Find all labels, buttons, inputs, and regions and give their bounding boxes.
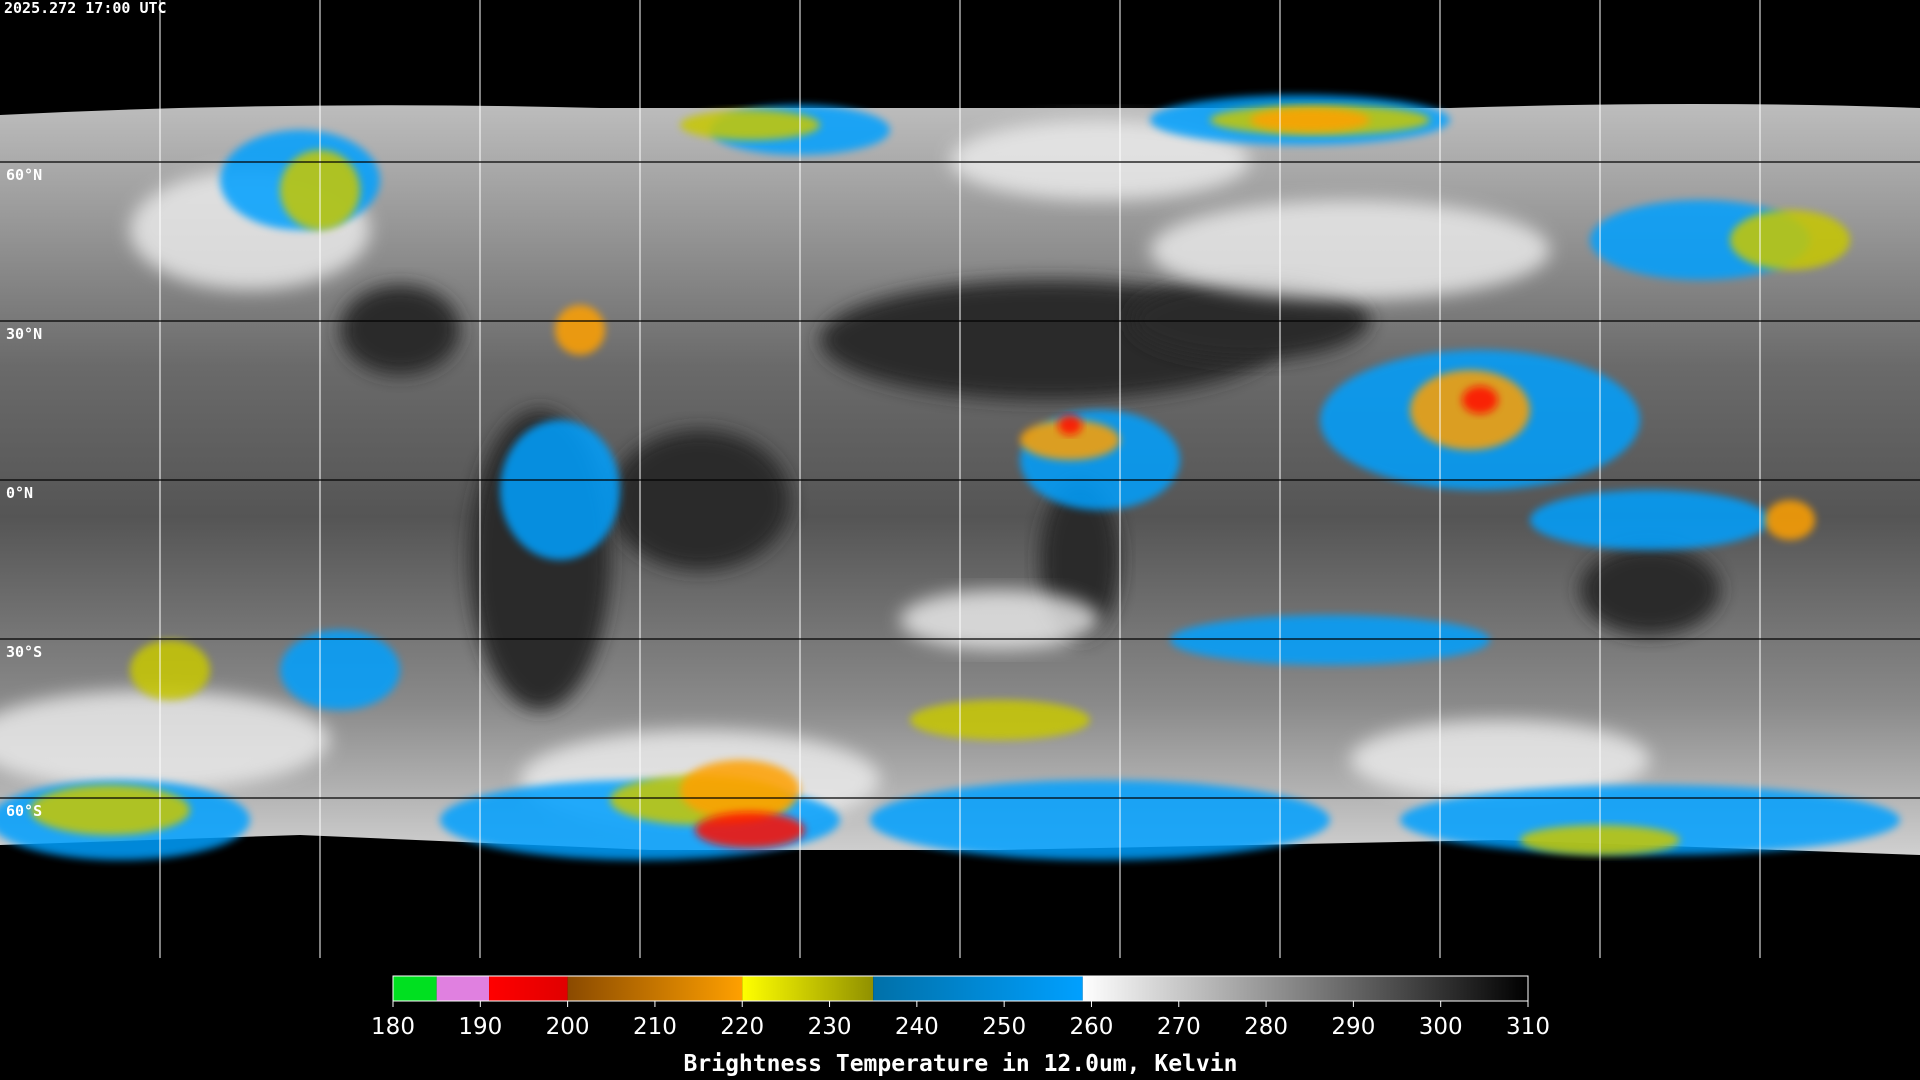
cloud-top xyxy=(1170,615,1490,665)
cloud-top xyxy=(1765,500,1815,540)
colorbar-tick-label: 290 xyxy=(1331,1014,1375,1040)
colorbar-tick-label: 210 xyxy=(633,1014,677,1040)
colorbar: 180 190 200 210 220 230 240 250 260 270 280 290 300 3… xyxy=(371,975,1550,1077)
colorbar-tick-label: 310 xyxy=(1506,1014,1550,1040)
cloud-top xyxy=(680,760,800,820)
cloud-top xyxy=(280,630,400,710)
colorbar-segment xyxy=(436,976,490,1001)
dry-region xyxy=(610,430,790,570)
high-cloud xyxy=(1150,200,1550,300)
dry-region xyxy=(340,285,460,375)
colorbar-title: Brightness Temperature in 12.0um, Kelvin xyxy=(684,1051,1238,1077)
cloud-top xyxy=(30,785,190,835)
high-cloud xyxy=(1350,720,1650,800)
timestamp: 2025.272 17:00 UTC xyxy=(4,0,167,17)
latitude-label: 60°N xyxy=(6,166,42,184)
cloud-top xyxy=(910,700,1090,740)
dry-region xyxy=(1130,280,1370,360)
cloud-top xyxy=(500,420,620,560)
colorbar-segment xyxy=(742,976,874,1001)
latitude-label: 0°N xyxy=(6,484,33,502)
cloud-top xyxy=(695,812,805,848)
colorbar-segment xyxy=(1082,976,1528,1001)
colorbar-segment xyxy=(567,976,743,1001)
colorbar-frame xyxy=(392,975,1529,1002)
colorbar-segment xyxy=(489,976,568,1001)
high-cloud xyxy=(900,590,1100,650)
cloud-top xyxy=(1462,386,1498,414)
colorbar-tick-label: 270 xyxy=(1157,1014,1201,1040)
colorbar-tick-label: 260 xyxy=(1070,1014,1114,1040)
cloud-top xyxy=(870,780,1330,860)
cloud-top xyxy=(1730,210,1850,270)
latitude-label: 30°N xyxy=(6,325,42,343)
graticule: 60°N 30°N 0°N 30°S 60°S xyxy=(6,0,1761,958)
colorbar-tick-label: 250 xyxy=(982,1014,1026,1040)
colorbar-tick-label: 190 xyxy=(458,1014,502,1040)
dry-region xyxy=(1580,545,1720,635)
colorbar-tick-label: 180 xyxy=(371,1014,415,1040)
colorbar-tick-label: 230 xyxy=(808,1014,852,1040)
cloud-top xyxy=(680,110,820,140)
high-cloud xyxy=(950,120,1250,200)
latitude-label: 30°S xyxy=(6,643,42,661)
high-cloud xyxy=(0,690,330,790)
colorbar-tick-label: 240 xyxy=(895,1014,939,1040)
colorbar-tick-label: 200 xyxy=(546,1014,590,1040)
cloud-top xyxy=(130,640,210,700)
colorbar-segment xyxy=(873,976,1083,1001)
colorbar-segment xyxy=(393,976,437,1001)
latitude-label: 60°S xyxy=(6,802,42,820)
colorbar-tick-label: 280 xyxy=(1244,1014,1288,1040)
cloud-top xyxy=(1250,108,1370,132)
colorbar-tick-label: 300 xyxy=(1419,1014,1463,1040)
cloud-top xyxy=(1020,420,1120,460)
cloud-top xyxy=(1530,490,1770,550)
cloud-top xyxy=(1058,415,1082,435)
cloud-top xyxy=(555,305,605,355)
colorbar-tick-label: 220 xyxy=(720,1014,764,1040)
